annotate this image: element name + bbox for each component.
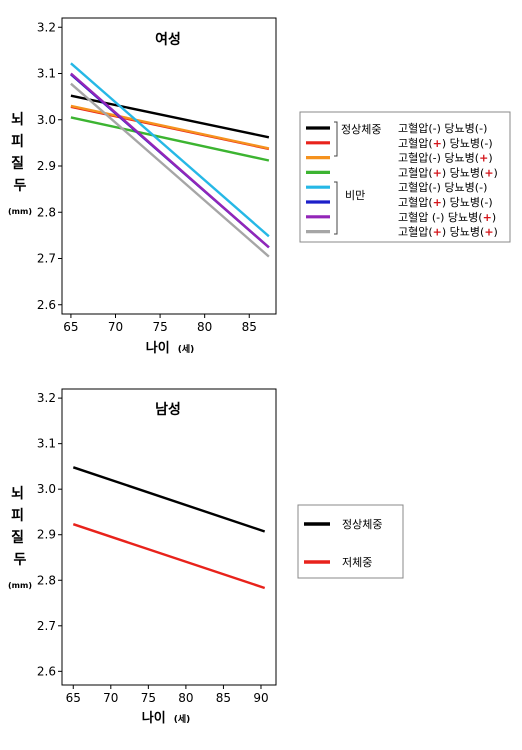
y-tick-label: 3.1 (37, 67, 56, 81)
x-tick-label: 75 (141, 691, 156, 705)
male-y-axis-label: 뇌 피 질 두 (11, 486, 29, 568)
legend-label-5: 고혈압(-) 당뇨병(-) (398, 180, 487, 194)
x-tick-label: 85 (242, 320, 257, 334)
female-chart: 여성 2.6 2.7 2.8 2.9 3.0 3.1 3.2 65 70 75 80 85 뇌 피 … (8, 17, 277, 356)
female-y-axis-unit: (mm) (8, 207, 32, 216)
y-tick-label: 3.2 (37, 20, 56, 34)
series-line-1 (72, 466, 266, 533)
male-y-axis: 2.6 2.7 2.8 2.9 3.0 3.1 3.2 (37, 391, 62, 678)
x-tick-label: 90 (253, 691, 268, 705)
y-tick-label: 2.8 (37, 205, 56, 219)
male-legend-label-normal: 정상체중 (342, 518, 382, 531)
female-plot-area (61, 17, 277, 315)
series-line-2 (72, 523, 266, 590)
series-line-4 (70, 116, 270, 162)
y-tick-label: 2.6 (37, 664, 56, 678)
x-tick-label: 65 (63, 320, 78, 334)
y-tick-label: 3.0 (37, 113, 56, 127)
x-tick-label: 75 (152, 320, 167, 334)
y-tick-label: 2.6 (37, 298, 56, 312)
legend-group-obese: 비만 (345, 189, 365, 202)
legend-label-4: 고혈압(+) 당뇨병(+) (398, 165, 498, 179)
male-legend-box (297, 504, 404, 579)
y-tick-label: 3.2 (37, 391, 56, 405)
y-tick-label: 2.7 (37, 619, 56, 633)
male-legend-label-under: 저체중 (342, 556, 372, 569)
male-x-axis: 65 70 75 80 85 90 (66, 685, 269, 705)
x-tick-label: 65 (66, 691, 81, 705)
female-legend-box (299, 111, 511, 243)
y-tick-label: 3.1 (37, 437, 56, 451)
female-y-axis-label: 뇌 피 질 두 (11, 112, 29, 194)
female-x-axis-label: 나이 (세) (146, 337, 195, 356)
male-plot-area (61, 388, 277, 686)
male-y-axis-unit: (mm) (8, 581, 32, 590)
male-chart: 남성 2.6 2.7 2.8 2.9 3.0 3.1 3.2 65 70 75 80 85 90 뇌 … (8, 388, 277, 726)
x-tick-label: 80 (197, 320, 212, 334)
female-legend: 정상체중 비만 고혈압(-) 당뇨병(-)고혈압(+) 당뇨병(-)고혈압(-)… (299, 111, 511, 243)
male-chart-title: 남성 (155, 401, 181, 418)
female-series-lines (70, 62, 270, 258)
x-tick-label: 85 (216, 691, 231, 705)
y-tick-label: 2.8 (37, 573, 56, 587)
legend-label-2: 고혈압(+) 당뇨병(-) (398, 136, 493, 150)
x-tick-label: 70 (103, 691, 118, 705)
female-x-axis: 65 70 75 80 85 (63, 314, 257, 334)
legend-group-normal: 정상체중 (341, 123, 381, 136)
female-chart-title: 여성 (155, 31, 181, 48)
female-y-axis: 2.6 2.7 2.8 2.9 3.0 3.1 3.2 (37, 20, 62, 312)
legend-label-3: 고혈압(-) 당뇨병(+) (398, 151, 493, 165)
x-tick-label: 70 (108, 320, 123, 334)
x-tick-label: 80 (178, 691, 193, 705)
legend-bracket-obese (334, 181, 338, 235)
legend-bracket-normal (334, 121, 338, 157)
male-x-axis-label: 나이 (세) (142, 707, 191, 726)
y-tick-label: 2.7 (37, 252, 56, 266)
male-legend: 정상체중 저체중 (297, 504, 404, 579)
series-line-7 (70, 72, 270, 249)
legend-label-8: 고혈압(+) 당뇨병(+) (398, 225, 498, 239)
legend-label-1: 고혈압(-) 당뇨병(-) (398, 121, 487, 135)
y-tick-label: 3.0 (37, 482, 56, 496)
y-tick-label: 2.9 (37, 528, 56, 542)
male-series-lines (72, 466, 266, 590)
series-line-5 (70, 62, 270, 238)
series-line-8 (70, 82, 270, 258)
y-tick-label: 2.9 (37, 159, 56, 173)
legend-label-6: 고혈압(+) 당뇨병(-) (398, 195, 493, 209)
legend-label-7: 고혈압 (-) 당뇨병(+) (398, 210, 496, 224)
